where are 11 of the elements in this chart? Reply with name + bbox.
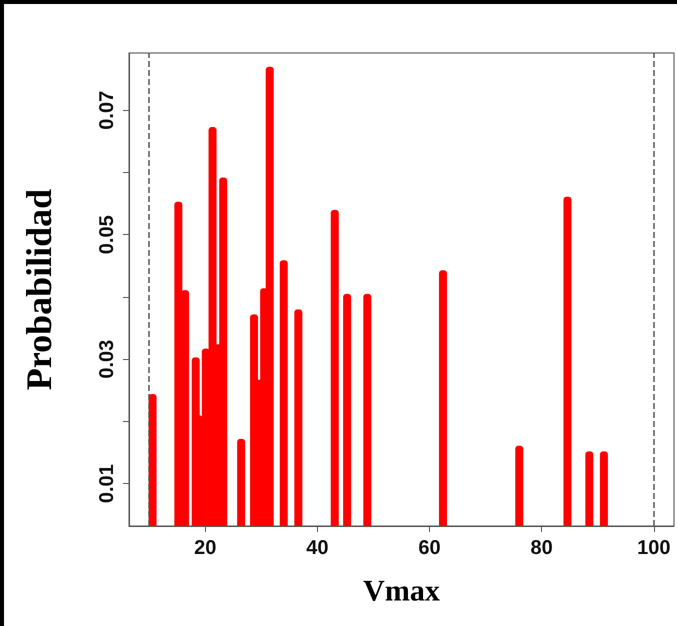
y-tick-label: 0.01 bbox=[96, 464, 118, 504]
y-tick-label: 0.03 bbox=[96, 340, 118, 379]
x-tick-label: 40 bbox=[306, 537, 329, 559]
x-tick-label: 100 bbox=[637, 537, 670, 559]
y-axis-title: Probabilidad bbox=[19, 188, 59, 390]
x-tick-label: 80 bbox=[530, 537, 553, 559]
x-axis-title: Vmax bbox=[363, 574, 440, 608]
y-tick-label: 0.05 bbox=[96, 215, 118, 254]
y-tick-label: 0.07 bbox=[96, 90, 118, 130]
x-tick-label: 60 bbox=[418, 537, 441, 559]
x-tick-label: 20 bbox=[194, 537, 216, 559]
